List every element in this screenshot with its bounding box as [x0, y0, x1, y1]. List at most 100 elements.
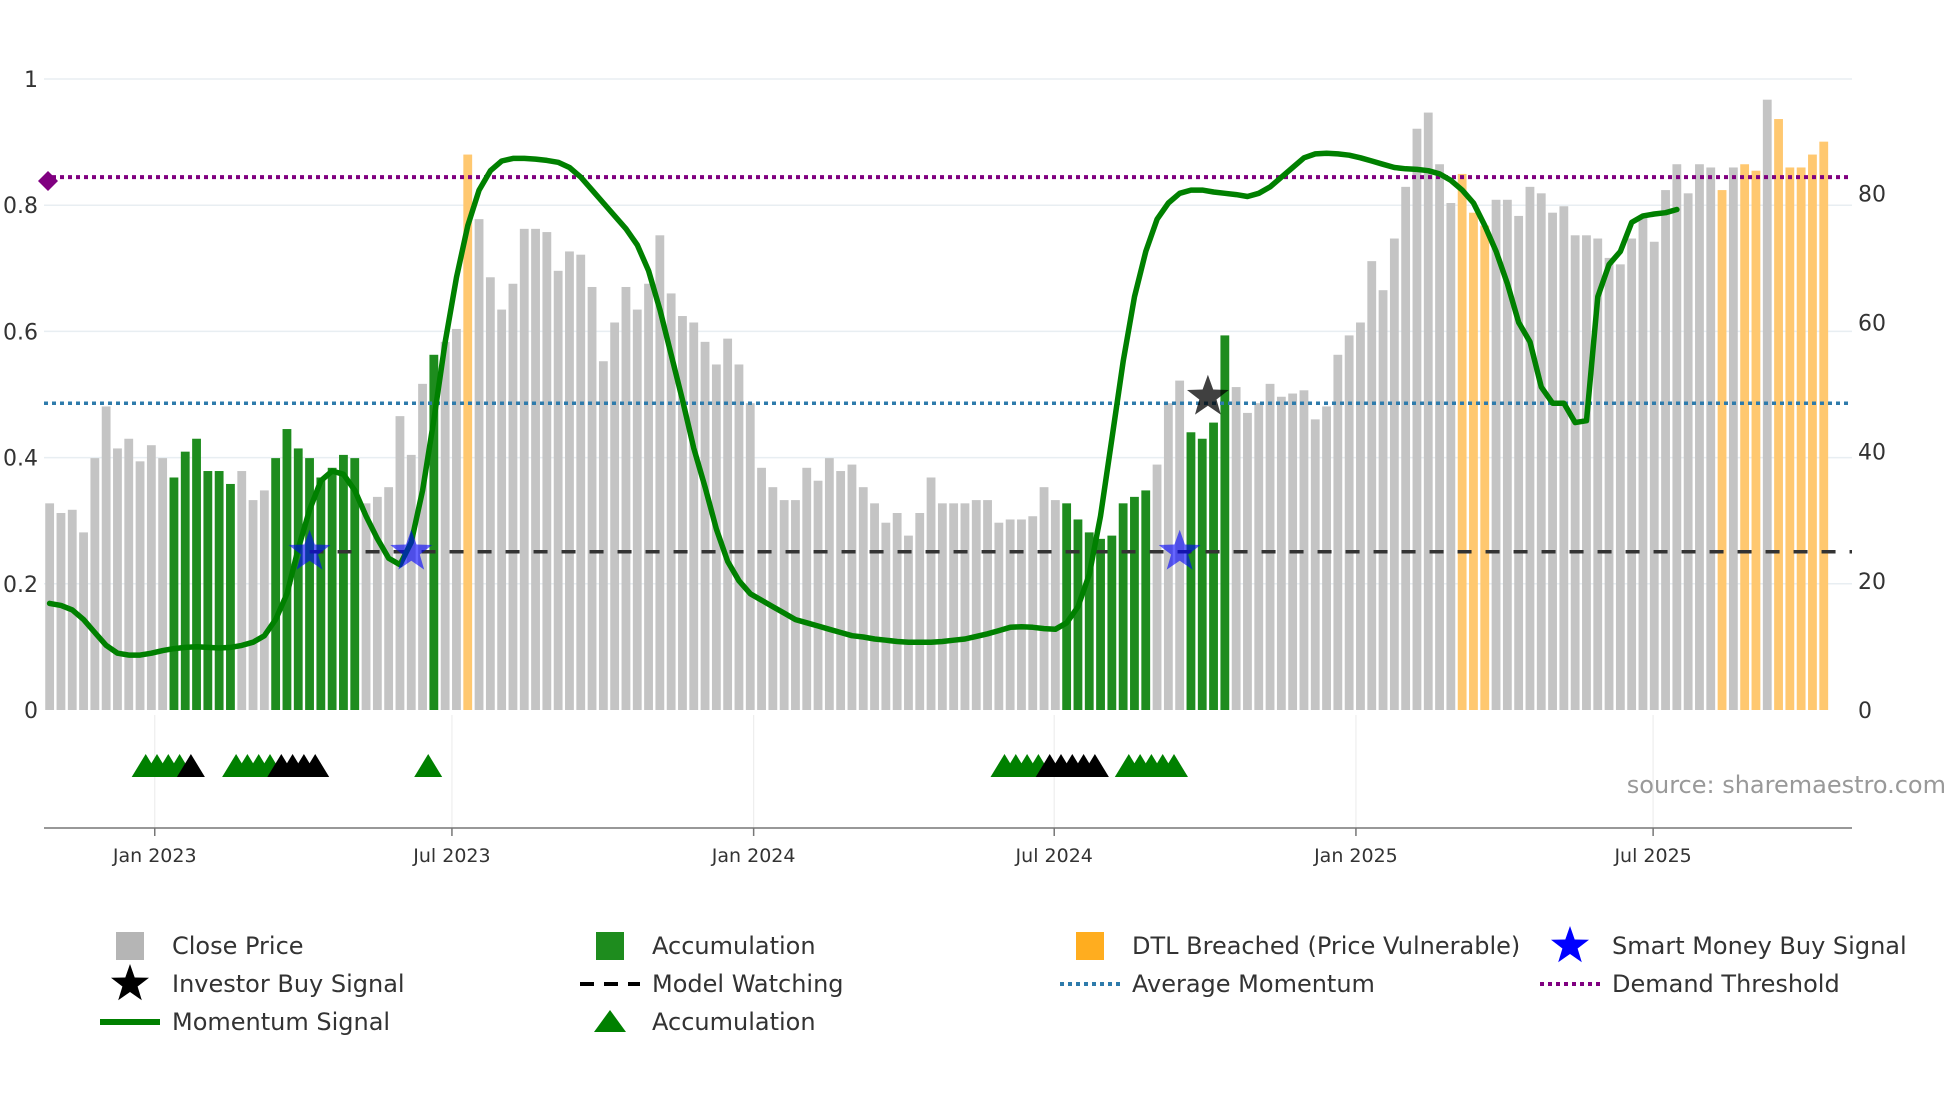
- price-bar: [983, 500, 992, 710]
- price-bar: [1163, 403, 1173, 710]
- legend-label-dtl: DTL Breached (Price Vulnerable): [1132, 932, 1520, 960]
- price-bar: [1740, 164, 1750, 710]
- price-bar: [915, 513, 925, 710]
- x-tick-label: Jan 2024: [711, 845, 796, 867]
- price-bar: [1265, 383, 1275, 710]
- legend-swatch-dtl: [1076, 932, 1104, 960]
- price-bar: [406, 454, 416, 710]
- legend-swatch-close: [116, 932, 144, 960]
- price-bar: [655, 235, 665, 711]
- price-bar: [384, 487, 394, 710]
- price-bar: [1243, 412, 1252, 710]
- price-bar: [813, 480, 823, 710]
- left-tick-label: 0.8: [3, 194, 38, 219]
- price-bar: [881, 522, 891, 710]
- x-tick-label: Jul 2024: [1015, 845, 1093, 867]
- price-bar: [587, 286, 597, 710]
- price-bar: [1005, 519, 1015, 710]
- price-bar: [463, 154, 473, 710]
- momentum-line: [46, 150, 1680, 658]
- price-bar: [1751, 170, 1761, 710]
- price-bar: [1197, 438, 1207, 710]
- price-bar: [339, 454, 348, 710]
- price-bar: [1435, 164, 1444, 710]
- price-bar: [994, 522, 1004, 710]
- x-axis: Jan 2023 Jul 2023 Jan 2024 Jul 2024 Jan 2025…: [44, 827, 1852, 867]
- right-tick-label: 20: [1858, 570, 1886, 595]
- left-tick-label: 0.2: [3, 573, 38, 598]
- price-bar: [1401, 186, 1411, 711]
- legend-label-accum_bar: Accumulation: [652, 932, 816, 960]
- price-bar: [372, 496, 382, 710]
- price-bar: [226, 483, 235, 710]
- price-bar: [723, 338, 733, 710]
- price-bar: [1423, 112, 1433, 710]
- price-bar: [847, 464, 857, 710]
- price-bar: [1570, 235, 1580, 711]
- signal-markers: [288, 374, 1229, 570]
- price-bar: [316, 477, 326, 710]
- price-bar: [1582, 235, 1591, 711]
- legend-label-investor: Investor Buy Signal: [172, 970, 405, 998]
- price-bar: [1559, 206, 1569, 711]
- price-bar: [802, 467, 812, 710]
- price-bar: [610, 322, 620, 710]
- price-bar: [1469, 212, 1478, 710]
- price-bar: [113, 448, 122, 710]
- legend-label-accum_tri: Accumulation: [652, 1008, 816, 1036]
- price-bar: [1118, 503, 1128, 710]
- price-bar: [1141, 490, 1151, 710]
- price-bar: [180, 451, 190, 710]
- price-bar: [779, 500, 789, 710]
- price-bar: [1502, 199, 1512, 710]
- price-bar: [1322, 406, 1331, 710]
- price-bar: [1774, 119, 1783, 711]
- price-bar: [485, 277, 495, 710]
- price-bar: [1254, 403, 1264, 710]
- price-bar: [519, 228, 529, 710]
- price-bar: [1344, 335, 1354, 710]
- price-bar: [700, 341, 710, 710]
- accumulation-triangle: [1080, 754, 1109, 777]
- accumulation-triangle: [414, 754, 443, 777]
- price-bar: [1649, 241, 1659, 710]
- price-bar: [531, 228, 540, 710]
- price-bar: [858, 487, 868, 710]
- source-watermark: source: sharemaestro.com: [1627, 771, 1946, 799]
- right-tick-label: 80: [1858, 182, 1886, 207]
- price-bar: [361, 503, 371, 710]
- price-bar: [1615, 264, 1625, 710]
- price-bar: [1186, 432, 1196, 710]
- price-bar: [1389, 238, 1399, 710]
- price-bar: [124, 438, 134, 710]
- price-bar: [90, 458, 100, 710]
- price-bar: [632, 309, 642, 710]
- price-bar: [1514, 215, 1524, 711]
- price-bar: [203, 471, 213, 710]
- price-bar: [192, 438, 201, 710]
- demand-threshold-marker: [38, 171, 58, 191]
- price-bar: [1672, 164, 1682, 710]
- price-bar: [1593, 238, 1603, 710]
- price-bar: [1367, 261, 1377, 710]
- price-bar: [1536, 193, 1546, 710]
- price-bar: [1276, 396, 1286, 710]
- legend-label-avgmom: Average Momentum: [1132, 970, 1375, 998]
- left-tick-label: 0.6: [3, 320, 38, 345]
- accumulation-triangle: [1160, 754, 1188, 777]
- price-bar: [576, 254, 586, 711]
- price-bar: [1525, 186, 1535, 711]
- price-bar: [237, 471, 247, 710]
- price-bar: [1480, 225, 1490, 711]
- price-bar: [1695, 164, 1704, 710]
- price-bar: [553, 270, 563, 710]
- legend-label-watching: Model Watching: [652, 970, 844, 998]
- price-bar: [135, 461, 145, 710]
- price-bar: [1548, 212, 1557, 710]
- price-bar: [1491, 199, 1501, 710]
- price-bar: [1819, 141, 1829, 710]
- price-bar: [1446, 203, 1456, 710]
- left-tick-label: 0: [24, 699, 38, 724]
